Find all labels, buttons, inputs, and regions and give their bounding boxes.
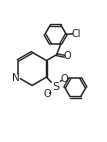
Text: S: S [52,82,59,92]
Text: O: O [60,74,68,84]
Text: O: O [43,89,51,99]
Text: N: N [12,73,20,83]
Text: Cl: Cl [71,29,81,39]
Text: O: O [63,51,71,61]
